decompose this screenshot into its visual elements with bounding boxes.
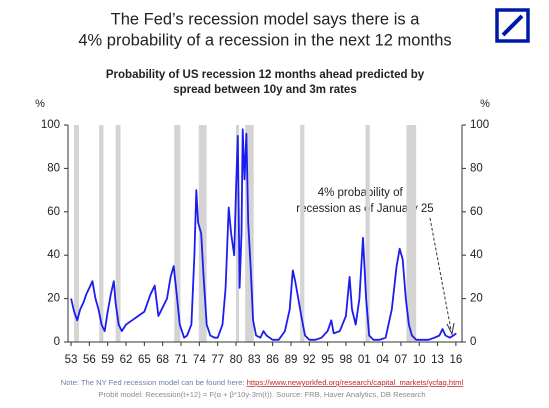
chart-title: 4% probability of a recession in the nex… bbox=[78, 31, 451, 49]
recession-band bbox=[74, 125, 79, 342]
series-line bbox=[70, 128, 457, 341]
x-tick-label: 89 bbox=[285, 354, 298, 366]
x-tick-label: 56 bbox=[83, 354, 96, 366]
recession-band bbox=[235, 125, 240, 342]
recession-band bbox=[99, 125, 104, 342]
x-tick-label: 13 bbox=[431, 354, 444, 366]
x-tick-label: 07 bbox=[395, 354, 408, 366]
chart-subtitle: spread between 10y and 3m rates bbox=[173, 84, 356, 96]
y-tick-label: 100 bbox=[41, 119, 60, 131]
y-tick-label: 40 bbox=[47, 249, 60, 261]
note: Note: The NY Fed recession model can be … bbox=[61, 378, 464, 387]
x-tick-label: 77 bbox=[211, 354, 224, 366]
y2-tick-label: 40 bbox=[470, 249, 483, 261]
note-link[interactable]: https://www.newyorkfed.org/research/capi… bbox=[247, 378, 464, 387]
x-tick-label: 80 bbox=[230, 354, 243, 366]
source: Probit model: Recession(t+12) = F(α + β*… bbox=[98, 390, 425, 399]
logo bbox=[495, 8, 530, 43]
recession-band bbox=[198, 125, 207, 342]
x-tick-label: 16 bbox=[449, 354, 462, 366]
x-tick-label: 71 bbox=[175, 354, 188, 366]
x-tick-label: 59 bbox=[101, 354, 114, 366]
x-tick-label: 62 bbox=[120, 354, 133, 366]
annotation: 4% probability of a bbox=[318, 187, 413, 199]
x-tick-label: 53 bbox=[65, 354, 78, 366]
y-axis-unit: % bbox=[35, 98, 45, 110]
logo-frame bbox=[495, 8, 530, 43]
y-tick-label: 0 bbox=[54, 336, 60, 348]
annotation: recession as of January 25 bbox=[296, 203, 433, 215]
recession-band bbox=[406, 125, 417, 342]
recession-band bbox=[115, 125, 121, 342]
x-tick-label: 74 bbox=[193, 354, 206, 366]
logo-slash bbox=[501, 14, 524, 37]
y2-tick-label: 100 bbox=[470, 119, 489, 131]
x-tick-label: 92 bbox=[303, 354, 316, 366]
x-tick-label: 01 bbox=[358, 354, 371, 366]
x-tick-label: 95 bbox=[321, 354, 334, 366]
y2-tick-label: 60 bbox=[470, 206, 483, 218]
y2-axis-unit: % bbox=[480, 98, 490, 110]
arrow-head bbox=[446, 322, 455, 336]
x-tick-label: 68 bbox=[156, 354, 169, 366]
y-tick-label: 60 bbox=[47, 206, 60, 218]
y-tick-label: 20 bbox=[47, 293, 60, 305]
x-tick-label: 86 bbox=[266, 354, 279, 366]
x-tick-label: 83 bbox=[248, 354, 261, 366]
recession-band bbox=[365, 125, 370, 342]
y2-tick-label: 20 bbox=[470, 293, 483, 305]
recession-band bbox=[174, 125, 181, 342]
x-tick-label: 65 bbox=[138, 354, 151, 366]
y2-tick-label: 0 bbox=[470, 336, 476, 348]
note-text: Note: The NY Fed recession model can be … bbox=[61, 378, 247, 387]
chart-subtitle: Probability of US recession 12 months ah… bbox=[106, 69, 425, 81]
chart-title: The Fed’s recession model says there is … bbox=[111, 10, 421, 28]
y2-tick-label: 80 bbox=[470, 162, 483, 174]
annotation-arrow bbox=[429, 217, 452, 331]
y-tick-label: 80 bbox=[47, 162, 60, 174]
x-tick-label: 04 bbox=[376, 354, 389, 366]
recession-band bbox=[300, 125, 305, 342]
x-tick-label: 10 bbox=[413, 354, 426, 366]
x-tick-label: 98 bbox=[340, 354, 353, 366]
